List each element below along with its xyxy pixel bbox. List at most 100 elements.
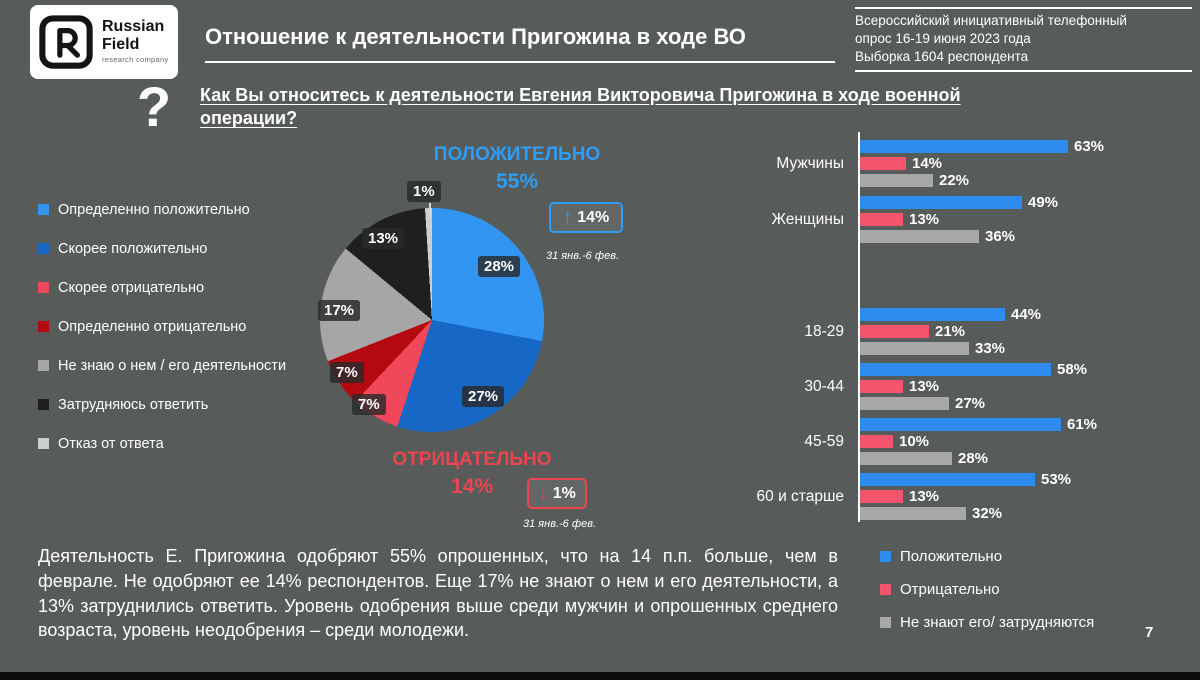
bar-group: 60 и старше 53% 13% 32% [757,471,1072,522]
legend-item: Определенно положительно [38,190,286,229]
question-mark-decoration: ? [136,75,172,138]
bar-category-label: 60 и старше [756,487,844,505]
legend-item: Определенно отрицательно [38,307,286,346]
bar [860,452,952,465]
bar-row: 61% [860,416,1097,433]
bar-row: 14% [860,155,1104,172]
bar-value-label: 13% [909,211,940,228]
bar-group: 30-44 58% 13% 27% [804,361,1088,412]
survey-info-line: опрос 16-19 июня 2023 года [855,30,1031,46]
bar [860,157,906,170]
bar [860,213,903,226]
legend-item: Отказ от ответа [38,424,286,463]
negative-change-value: 1% [552,484,576,502]
positive-change-badge: ↑ 14% [549,202,623,233]
legend-item: Скорее отрицательно [38,268,286,307]
bar-row: 33% [860,340,1041,357]
brand-name: Russian Field research company [102,18,169,64]
legend-swatch [38,438,49,449]
bar-row: 27% [860,395,1087,412]
legend-label: Не знаю о нем / его деятельности [58,357,287,374]
legend-swatch [38,360,49,371]
bar-row: 13% [860,378,1087,395]
bar-value-label: 22% [939,172,970,189]
bar-value-label: 28% [958,450,989,467]
bar-group: Женщины 49% 13% 36% [772,194,1058,245]
positive-change-caption: 31 янв.-6 фев. [546,250,620,262]
legend-item: Отрицательно [880,573,1094,606]
bar-value-label: 58% [1057,361,1088,378]
bar-group: Мужчины 63% 14% 22% [776,138,1104,189]
bar [860,308,1005,321]
legend-swatch [38,204,49,215]
bar [860,363,1051,376]
logo: Russian Field research company [30,5,178,79]
survey-info-line: Выборка 1604 респондента [855,48,1029,64]
bar-group: 18-29 44% 21% 33% [804,306,1041,357]
bar-value-label: 53% [1041,471,1072,488]
bar-row: 13% [860,211,1058,228]
bar-group: 45-59 61% 10% 28% [804,416,1097,467]
bar [860,174,933,187]
bar-category-label: Женщины [771,210,844,228]
bar-row: 21% [860,323,1041,340]
down-arrow-icon: ↓ [538,483,548,504]
legend-label: Скорее положительно [58,240,208,257]
bar [860,140,1068,153]
bar-value-label: 10% [899,433,930,450]
positive-summary: ПОЛОЖИТЕЛЬНО 55% [417,142,617,196]
bar-row: 10% [860,433,1097,450]
bar [860,397,949,410]
page-title: Отношение к деятельности Пригожина в ход… [205,24,835,63]
bar-row: 32% [860,505,1071,522]
legend-label: Определенно положительно [58,201,250,218]
bar [860,380,903,393]
russian-field-logo-icon [39,15,93,69]
legend-swatch [38,399,49,410]
negative-value: 14% [450,474,494,498]
legend-swatch [38,243,49,254]
pie-legend: Определенно положительно Скорее положител… [38,190,286,463]
up-arrow-icon: ↑ [562,207,573,228]
bar [860,418,1061,431]
legend-label: Затрудняюсь ответить [58,396,209,413]
bar [860,196,1022,209]
bar [860,230,979,243]
legend-item: Не знаю о нем / его деятельности [38,346,286,385]
bar [860,435,893,448]
bar-category-label: 18-29 [804,322,844,340]
bar-value-label: 13% [909,378,940,395]
legend-swatch [880,617,891,628]
legend-item: Скорее положительно [38,229,286,268]
bar-row: 28% [860,450,1097,467]
legend-label: Не знают его/ затрудняются [900,614,1095,631]
bottom-strip [0,672,1200,680]
legend-label: Отрицательно [900,581,1000,598]
legend-swatch [880,551,891,562]
pie-chart [320,208,544,432]
legend-item: Положительно [880,540,1094,573]
bar-category-label: 45-59 [804,432,844,450]
pie-leader-line [429,203,431,216]
bar-legend: Положительно Отрицательно Не знают его/ за… [880,540,1094,639]
bar [860,342,969,355]
survey-info: Всероссийский инициативный телефонный опр… [855,7,1192,73]
bar-row: 49% [860,194,1058,211]
bar-value-label: 63% [1074,138,1105,155]
legend-item: Не знают его/ затрудняются [880,606,1094,639]
bar [860,490,903,503]
bar-row: 44% [860,306,1041,323]
legend-label: Скорее отрицательно [58,279,205,296]
legend-label: Определенно отрицательно [58,318,247,335]
bar-row: 63% [860,138,1104,155]
bar-value-label: 44% [1011,306,1042,323]
bar-category-label: 30-44 [804,377,844,395]
bar-value-label: 49% [1028,194,1059,211]
bar-value-label: 33% [975,340,1006,357]
summary-text: Деятельность Е. Пригожина одобряют 55% о… [38,546,838,641]
brand-name-line2: Field [102,35,140,53]
legend-swatch [880,584,891,595]
bar-chart: Мужчины 63% 14% 22% Женщины 49% 13% 36% 18-29 44%… [757,132,1194,522]
positive-value: 55% [495,169,539,193]
